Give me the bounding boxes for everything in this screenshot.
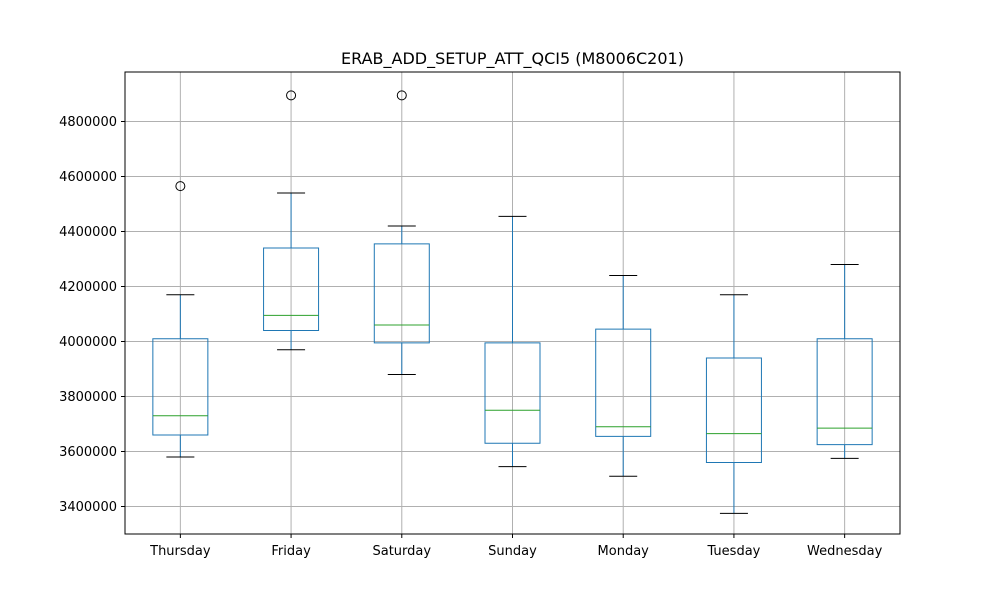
- outlier-point: [286, 90, 297, 101]
- iqr-box: [263, 247, 320, 331]
- iqr-box: [816, 338, 873, 446]
- x-tick-label: Monday: [598, 544, 650, 559]
- x-tick-label: Sunday: [488, 544, 537, 559]
- x-tick-label: Friday: [271, 544, 311, 559]
- box-group-tuesday: [705, 294, 762, 514]
- iqr-box: [152, 338, 209, 436]
- x-tick-label: Tuesday: [706, 544, 760, 559]
- box-group-monday: [595, 275, 652, 477]
- axis-layer: 3400000 3600000 3800000 4000000 4200000 44000…: [59, 115, 882, 559]
- box-group-thursday: [152, 181, 209, 458]
- y-tick-label: 3800000: [59, 390, 117, 405]
- chart-title: ERAB_ADD_SETUP_ATT_QCI5 (M8006C201): [341, 49, 684, 69]
- box-group-saturday: [373, 90, 430, 375]
- y-tick-label: 4200000: [59, 280, 117, 295]
- x-tick-label: Saturday: [372, 544, 431, 559]
- outlier-point: [175, 181, 186, 192]
- y-tick-label: 4600000: [59, 170, 117, 185]
- iqr-box: [705, 357, 762, 463]
- y-tick-label: 4400000: [59, 225, 117, 240]
- iqr-box: [484, 342, 541, 444]
- box-layer: [152, 90, 873, 514]
- box-group-sunday: [484, 215, 541, 468]
- box-group-wednesday: [816, 264, 873, 459]
- x-tick-label: Wednesday: [807, 544, 883, 559]
- box-group-friday: [263, 90, 320, 351]
- y-tick-label: 4000000: [59, 335, 117, 350]
- y-tick-label: 3600000: [59, 445, 117, 460]
- x-tick-label: Thursday: [149, 544, 211, 559]
- iqr-box: [373, 243, 430, 344]
- y-tick-label: 4800000: [59, 115, 117, 130]
- iqr-box: [595, 328, 652, 437]
- outlier-point: [396, 90, 407, 101]
- y-tick-label: 3400000: [59, 500, 117, 515]
